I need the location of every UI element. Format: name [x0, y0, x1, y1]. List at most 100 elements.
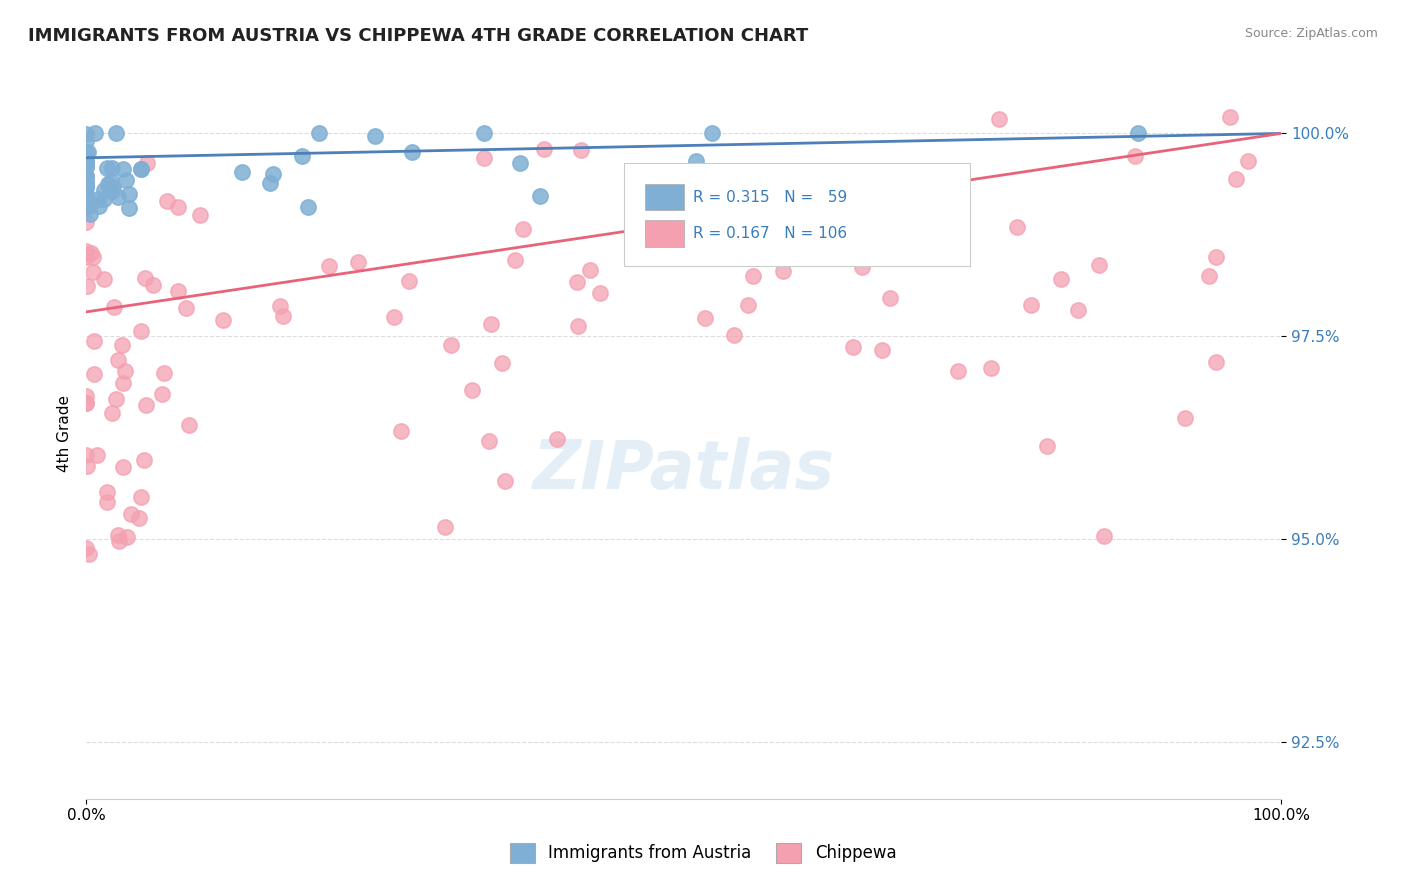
Point [100, 406, 122, 420]
Point [75, 181, 97, 195]
Point [685, 153, 707, 168]
Point [115, 530, 138, 544]
Point [512, 222, 534, 236]
Text: IMMIGRANTS FROM AUSTRIA VS CHIPPEWA 4TH GRADE CORRELATION CHART: IMMIGRANTS FROM AUSTRIA VS CHIPPEWA 4TH … [28, 27, 808, 45]
Point [75, 178, 97, 193]
Point [401, 145, 423, 160]
Point [100, 174, 122, 188]
Point [96, 161, 118, 175]
Point [134, 271, 156, 285]
Point [75, 187, 97, 202]
Point [75, 178, 97, 193]
Point [846, 219, 869, 234]
Point [870, 343, 893, 357]
Text: R = 0.167   N = 106: R = 0.167 N = 106 [693, 226, 848, 241]
Point [114, 364, 136, 378]
Point [1005, 219, 1028, 234]
Point [111, 162, 134, 177]
Point [75, 169, 97, 183]
Point [75, 134, 97, 148]
Point [83, 334, 105, 349]
Point [1225, 172, 1247, 186]
Point [472, 151, 495, 165]
Point [1174, 411, 1197, 425]
Point [77, 547, 100, 561]
Point [150, 386, 173, 401]
Point [129, 161, 152, 176]
Point [101, 161, 124, 175]
Point [75, 396, 97, 410]
Point [75, 174, 97, 188]
Point [212, 313, 235, 327]
Point [75, 178, 97, 192]
Point [75, 215, 97, 229]
Point [105, 127, 128, 141]
Point [177, 418, 200, 433]
Point [269, 299, 291, 313]
Point [308, 127, 330, 141]
Point [842, 340, 865, 354]
Point [75, 155, 97, 169]
Point [509, 156, 531, 170]
Point [434, 520, 457, 534]
Point [533, 143, 555, 157]
Point [259, 176, 281, 190]
Point [75, 169, 97, 184]
Point [80, 246, 103, 260]
Point [702, 171, 724, 186]
Text: ZIPatlas: ZIPatlas [533, 437, 835, 503]
Point [75, 178, 97, 192]
Point [75, 159, 97, 173]
Point [75, 389, 97, 403]
Point [111, 376, 134, 390]
Point [75, 541, 97, 556]
Point [112, 459, 135, 474]
Point [153, 366, 176, 380]
Point [742, 268, 765, 283]
Point [105, 392, 128, 407]
Point [1205, 250, 1227, 264]
Point [832, 214, 855, 228]
Point [723, 328, 745, 343]
Point [75, 161, 97, 175]
Point [1049, 272, 1071, 286]
Point [879, 291, 901, 305]
Point [75, 395, 97, 409]
Point [75, 150, 97, 164]
Point [75, 128, 97, 142]
Point [75, 194, 97, 208]
Point [82, 250, 104, 264]
Point [75, 145, 97, 159]
Point [79, 207, 101, 221]
Point [103, 301, 125, 315]
Point [494, 474, 516, 488]
Y-axis label: 4th Grade: 4th Grade [58, 395, 72, 472]
Point [129, 162, 152, 177]
Point [115, 172, 138, 186]
Point [382, 310, 405, 324]
Point [176, 301, 198, 315]
Point [142, 278, 165, 293]
Point [107, 528, 129, 542]
Point [167, 200, 190, 214]
Point [770, 169, 793, 183]
Point [96, 495, 118, 509]
Point [569, 144, 592, 158]
Point [946, 364, 969, 378]
Point [93, 192, 115, 206]
Point [111, 337, 134, 351]
Point [1035, 439, 1057, 453]
Point [136, 156, 159, 170]
Point [1019, 298, 1042, 312]
Point [347, 255, 370, 269]
Point [262, 168, 284, 182]
Point [79, 199, 101, 213]
Point [96, 484, 118, 499]
Point [389, 424, 412, 438]
Point [101, 180, 124, 194]
Point [398, 274, 420, 288]
Point [82, 265, 104, 279]
Point [79, 195, 101, 210]
Point [93, 271, 115, 285]
Point [700, 127, 723, 141]
